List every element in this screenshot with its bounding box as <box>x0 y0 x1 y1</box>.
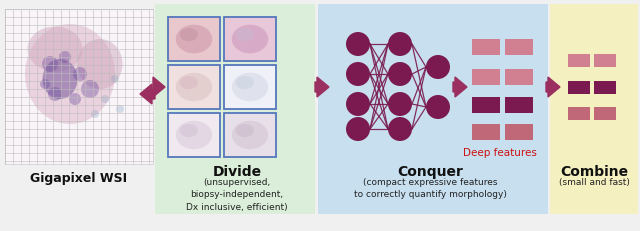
Circle shape <box>48 88 62 102</box>
Circle shape <box>111 76 119 84</box>
Bar <box>224 113 276 157</box>
FancyArrow shape <box>315 78 329 97</box>
Ellipse shape <box>176 121 212 150</box>
Bar <box>5 10 153 164</box>
Bar <box>472 40 500 56</box>
Ellipse shape <box>42 60 77 100</box>
Text: Gigapixel WSI: Gigapixel WSI <box>31 171 127 184</box>
Text: (small and fast): (small and fast) <box>559 177 629 186</box>
Bar <box>224 66 276 109</box>
Ellipse shape <box>180 125 198 138</box>
Ellipse shape <box>25 25 115 125</box>
Text: Divide: Divide <box>212 164 262 178</box>
Circle shape <box>40 80 50 90</box>
Text: (compact expressive features
to correctly quantify morphology): (compact expressive features to correctl… <box>353 177 506 199</box>
Bar <box>168 66 220 109</box>
Circle shape <box>91 110 99 119</box>
Bar <box>168 113 220 157</box>
Circle shape <box>346 118 370 141</box>
Circle shape <box>42 57 58 73</box>
Ellipse shape <box>236 125 254 138</box>
Circle shape <box>388 93 412 116</box>
Bar <box>472 125 500 140</box>
Text: Deep features: Deep features <box>463 147 537 157</box>
Bar <box>472 70 500 86</box>
Circle shape <box>388 33 412 57</box>
Circle shape <box>101 96 109 103</box>
Bar <box>224 18 276 62</box>
Bar <box>168 18 220 62</box>
Bar <box>505 70 533 86</box>
Bar <box>568 108 590 121</box>
Ellipse shape <box>180 29 198 42</box>
Ellipse shape <box>176 26 212 54</box>
Circle shape <box>69 94 81 106</box>
Bar <box>472 97 500 113</box>
Bar <box>594 108 616 121</box>
Ellipse shape <box>232 73 268 102</box>
Circle shape <box>346 93 370 116</box>
Ellipse shape <box>28 27 83 72</box>
Circle shape <box>59 52 71 64</box>
Ellipse shape <box>232 26 268 54</box>
Ellipse shape <box>236 77 254 90</box>
Bar <box>568 55 590 68</box>
Bar <box>155 5 315 214</box>
FancyArrow shape <box>140 85 155 105</box>
Circle shape <box>426 56 450 80</box>
Circle shape <box>346 63 370 87</box>
Ellipse shape <box>232 121 268 150</box>
Bar <box>505 40 533 56</box>
Ellipse shape <box>176 73 212 102</box>
Bar <box>568 82 590 94</box>
FancyArrow shape <box>453 78 467 97</box>
Circle shape <box>388 118 412 141</box>
Circle shape <box>116 106 124 113</box>
FancyArrow shape <box>153 78 165 97</box>
Ellipse shape <box>236 29 254 42</box>
Text: Conquer: Conquer <box>397 164 463 178</box>
Circle shape <box>81 81 99 99</box>
Bar <box>318 5 548 214</box>
Text: Combine: Combine <box>560 164 628 178</box>
Circle shape <box>426 96 450 119</box>
Bar <box>505 125 533 140</box>
Bar <box>594 55 616 68</box>
Circle shape <box>346 33 370 57</box>
Bar <box>550 5 638 214</box>
FancyArrow shape <box>546 78 560 97</box>
Text: (unsupervised,
biopsy-independent,
Dx inclusive, efficient): (unsupervised, biopsy-independent, Dx in… <box>186 177 288 211</box>
Ellipse shape <box>180 77 198 90</box>
Bar <box>594 82 616 94</box>
Bar <box>505 97 533 113</box>
Circle shape <box>73 68 87 82</box>
Circle shape <box>388 63 412 87</box>
Ellipse shape <box>77 40 122 90</box>
